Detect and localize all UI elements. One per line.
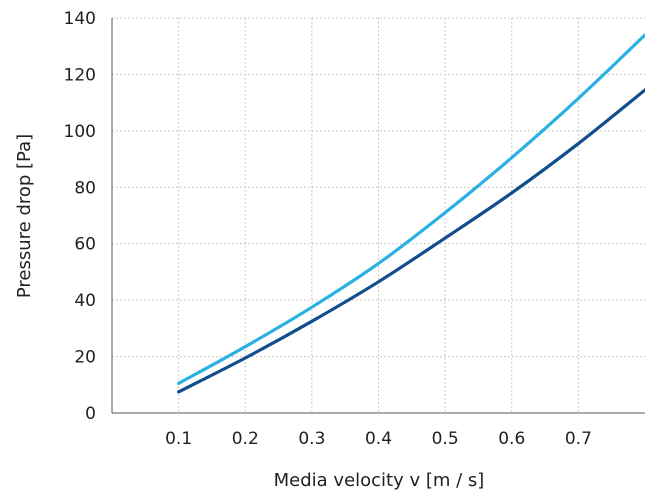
x-tick-label: 0.6: [498, 429, 525, 449]
y-tick-label: 60: [74, 235, 96, 255]
series-lines: [177, 33, 645, 394]
y-tick-labels: 0 20 40 60 80 100 120 140: [64, 9, 96, 424]
y-tick-label: 140: [64, 9, 96, 29]
x-tick-labels: 0.1 0.2 0.3 0.4 0.5 0.6 0.7: [165, 429, 592, 449]
x-tick-label: 0.1: [165, 429, 192, 449]
x-tick-label: 0.3: [298, 429, 325, 449]
x-tick-label: 0.4: [365, 429, 392, 449]
x-axis-title: Media velocity v [m / s]: [274, 470, 485, 491]
y-tick-label: 0: [85, 404, 96, 424]
x-tick-label: 0.5: [432, 429, 459, 449]
y-tick-label: 20: [74, 348, 96, 368]
y-tick-label: 40: [74, 291, 96, 311]
y-axis-title: Pressure drop [Pa]: [14, 134, 35, 298]
axes: [111, 18, 645, 414]
grid: [112, 17, 645, 413]
series-line-1: [177, 33, 645, 385]
x-tick-label: 0.7: [565, 429, 592, 449]
series-line-2: [177, 88, 645, 394]
x-tick-label: 0.2: [232, 429, 259, 449]
y-tick-label: 120: [64, 65, 96, 85]
y-tick-label: 100: [64, 122, 96, 142]
y-tick-label: 80: [74, 178, 96, 198]
